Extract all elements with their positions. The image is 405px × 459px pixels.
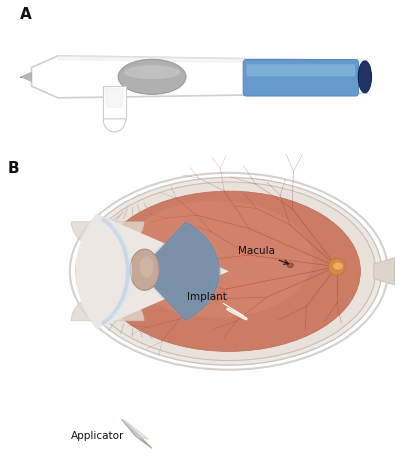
Polygon shape <box>58 56 367 64</box>
FancyBboxPatch shape <box>243 60 358 96</box>
Polygon shape <box>32 56 367 98</box>
Text: B: B <box>8 162 20 176</box>
Polygon shape <box>122 420 152 448</box>
Ellipse shape <box>118 59 186 95</box>
Ellipse shape <box>70 173 388 369</box>
Polygon shape <box>103 86 126 119</box>
Text: A: A <box>19 7 31 22</box>
Text: Implant: Implant <box>187 292 226 302</box>
Wedge shape <box>71 293 144 321</box>
Ellipse shape <box>124 65 180 79</box>
Text: Macula: Macula <box>237 246 288 264</box>
Polygon shape <box>21 72 32 82</box>
Ellipse shape <box>139 256 153 277</box>
Polygon shape <box>374 258 394 285</box>
Wedge shape <box>71 222 144 249</box>
FancyBboxPatch shape <box>247 64 355 76</box>
Ellipse shape <box>328 258 345 275</box>
Ellipse shape <box>97 191 360 352</box>
Polygon shape <box>105 89 124 107</box>
Polygon shape <box>123 420 149 439</box>
Ellipse shape <box>130 249 159 291</box>
Ellipse shape <box>82 182 376 361</box>
Wedge shape <box>140 223 219 320</box>
Ellipse shape <box>358 61 371 93</box>
Circle shape <box>333 263 343 270</box>
Wedge shape <box>76 213 229 329</box>
Circle shape <box>287 263 293 268</box>
Text: Applicator: Applicator <box>71 431 124 441</box>
Ellipse shape <box>121 201 313 318</box>
Polygon shape <box>103 119 126 132</box>
Ellipse shape <box>76 178 382 365</box>
